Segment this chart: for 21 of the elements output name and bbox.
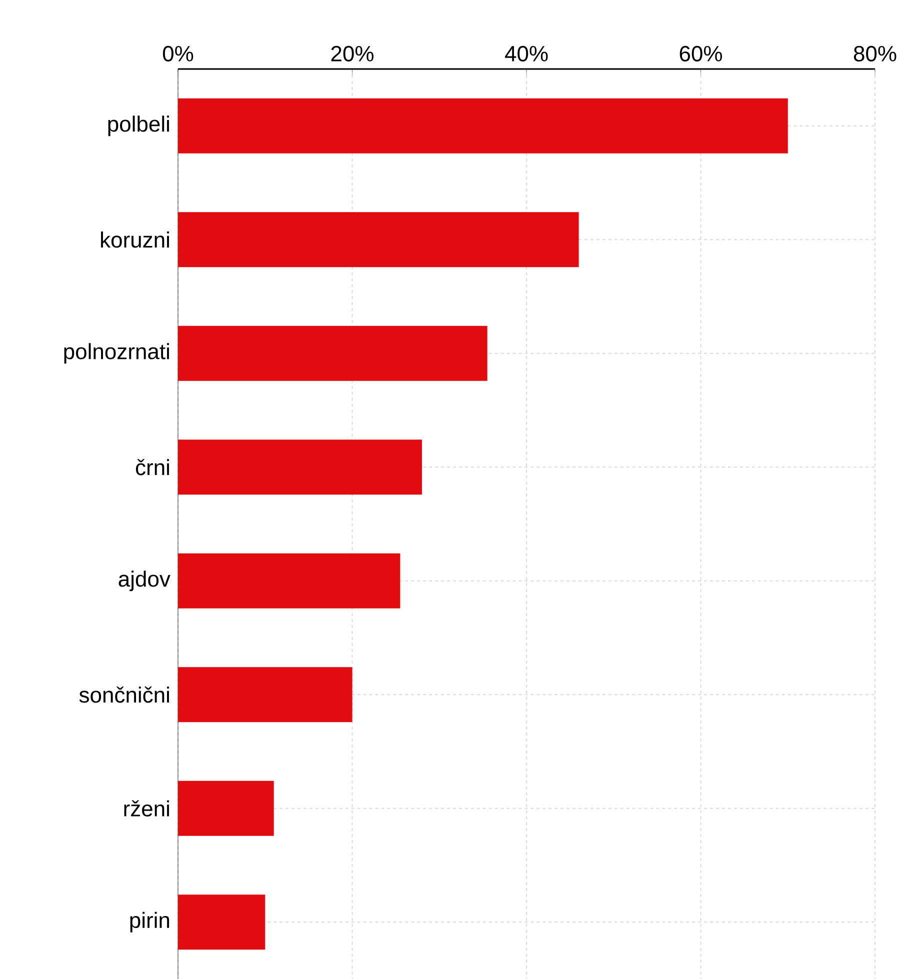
- bar: [178, 553, 400, 608]
- x-tick-label: 60%: [680, 46, 722, 62]
- bar: [178, 212, 579, 268]
- y-tick-label: rženi: [124, 800, 169, 817]
- bar: [178, 894, 266, 950]
- bar: [178, 667, 352, 722]
- x-tick-label: 20%: [331, 46, 374, 62]
- bar: [178, 98, 788, 154]
- y-tick-label: koruzni: [101, 232, 169, 248]
- x-tick-label: 0%: [162, 46, 194, 62]
- bar: [178, 780, 274, 836]
- y-tick-label: polnozrnati: [64, 343, 169, 364]
- x-tick-label: 40%: [504, 46, 548, 62]
- y-tick-label: črni: [136, 459, 169, 476]
- bar: [178, 326, 488, 381]
- y-tick-label: polbeli: [108, 116, 169, 136]
- y-tick-label: sončnični: [79, 686, 169, 703]
- x-tick-label: 80%: [854, 46, 896, 62]
- bar: [178, 440, 422, 495]
- y-tick-label: ajdov: [118, 570, 170, 592]
- y-tick-label: pirin: [130, 912, 170, 932]
